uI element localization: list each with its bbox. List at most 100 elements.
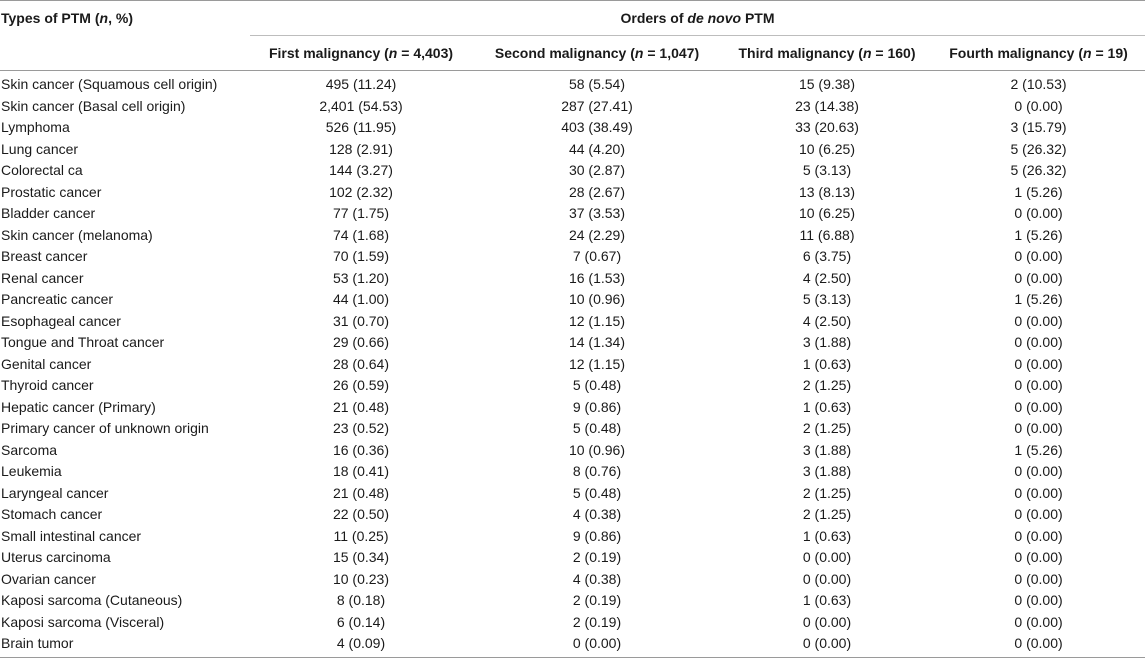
cell-value: 0 (0.00): [1014, 506, 1063, 522]
cell-value: 526 (11.95): [325, 119, 397, 135]
cell-value: 8 (0.76): [572, 463, 622, 479]
table-row: Ovarian cancer 10 (0.23) 4 (0.38) 0 (0.00) 0…: [0, 569, 1145, 591]
cell-value: 0 (0.00): [1014, 269, 1063, 286]
row-label: Sarcoma: [1, 441, 58, 458]
table-row: Kaposi sarcoma (Cutaneous) 8 (0.18) 2 (0.1…: [0, 590, 1145, 612]
cell-value: 77 (1.75): [332, 205, 390, 221]
row-label: Ovarian cancer: [1, 570, 96, 587]
cell-value: 8 (0.18): [336, 592, 386, 608]
cell-value: 33 (20.63): [795, 119, 859, 135]
cell-value: 31 (0.70): [332, 312, 390, 329]
cell-value: 403 (38.49): [561, 119, 633, 135]
cell-value: 5 (3.13): [802, 291, 852, 307]
cell-value: 15 (0.34): [332, 549, 390, 565]
row-label: Uterus carcinoma: [1, 549, 111, 565]
cell-value: 4 (0.09): [250, 633, 472, 658]
cell-value: 44 (1.00): [332, 291, 390, 307]
cell-value: 2 (0.19): [572, 592, 622, 608]
row-label: Breast cancer: [1, 248, 88, 264]
cell-value: 2 (1.25): [802, 506, 852, 522]
cell-value: 15 (9.38): [798, 76, 856, 92]
row-label: Lymphoma: [1, 119, 70, 135]
cell-value: 5 (0.48): [572, 377, 622, 393]
cell-value: 0 (0.00): [932, 633, 1145, 658]
cell-value: 30 (2.87): [568, 162, 626, 178]
cell-value: 3 (1.88): [802, 441, 852, 458]
cell-value: 287 (27.41): [561, 97, 633, 114]
cell-value: 0 (0.00): [1014, 527, 1063, 544]
cell-value: 11 (6.88): [799, 226, 855, 243]
cell-value: 0 (0.00): [1014, 420, 1063, 436]
table-row: Esophageal cancer 31 (0.70) 12 (1.15) 4 (2.…: [0, 311, 1145, 333]
cell-value: 1 (0.63): [802, 592, 852, 608]
row-label: Stomach cancer: [1, 506, 103, 522]
row-label: Hepatic cancer (Primary): [1, 398, 156, 415]
row-label: Kaposi sarcoma (Cutaneous): [1, 592, 183, 608]
row-label: Laryngeal cancer: [1, 484, 109, 501]
table-row: Renal cancer 53 (1.20) 16 (1.53) 4 (2.50) 0 …: [0, 268, 1145, 290]
cell-value: 1 (5.26): [1014, 441, 1063, 458]
cell-value: 0 (0.00): [1014, 484, 1063, 501]
table-row: Skin cancer (Basal cell origin) 2,401 (54…: [0, 96, 1145, 118]
cell-value: 18 (0.41): [332, 463, 390, 479]
cell-value: 12 (1.15): [568, 312, 626, 329]
cell-value: 22 (0.50): [332, 506, 390, 522]
cell-value: 1 (0.63): [802, 355, 852, 372]
table-row: Lung cancer 128 (2.91) 44 (4.20) 10 (6.25) 5…: [0, 139, 1145, 161]
table-row: Leukemia 18 (0.41) 8 (0.76) 3 (1.88) 0 (0.00…: [0, 461, 1145, 483]
cell-value: 6 (0.14): [336, 613, 386, 630]
row-label: Pancreatic cancer: [1, 291, 114, 307]
cell-value: 10 (6.25): [798, 205, 856, 221]
table-row: Lymphoma 526 (11.95) 403 (38.49) 33 (20.63)…: [0, 117, 1145, 139]
cell-value: 2 (10.53): [1010, 76, 1067, 92]
cell-value: 2 (1.25): [802, 420, 852, 436]
cell-value: 4 (2.50): [802, 269, 852, 286]
table-row: Hepatic cancer (Primary) 21 (0.48) 9 (0.86…: [0, 397, 1145, 419]
cell-value: 70 (1.59): [332, 248, 390, 264]
orders-header: Orders of de novo PTM: [250, 0, 1145, 36]
table-row: Genital cancer 28 (0.64) 12 (1.15) 1 (0.63)…: [0, 354, 1145, 376]
cell-value: 23 (0.52): [332, 420, 390, 436]
cell-value: 53 (1.20): [332, 269, 390, 286]
cell-value: 10 (0.96): [568, 441, 626, 458]
cell-value: 10 (0.96): [568, 291, 626, 307]
cell-value: 0 (0.00): [1014, 570, 1063, 587]
cell-value: 5 (0.48): [572, 484, 622, 501]
cell-value: 5 (26.32): [1010, 162, 1067, 178]
cell-value: 9 (0.86): [572, 398, 622, 415]
table-row: Colorectal ca 144 (3.27) 30 (2.87) 5 (3.13)…: [0, 160, 1145, 182]
cell-value: 2,401 (54.53): [319, 97, 403, 114]
cell-value: 21 (0.48): [332, 398, 390, 415]
cell-value: 0 (0.00): [1014, 549, 1063, 565]
cell-value: 3 (1.88): [802, 334, 852, 350]
cell-value: 11 (0.25): [333, 527, 389, 544]
row-label: Primary cancer of unknown origin: [1, 420, 209, 436]
table-row: Uterus carcinoma 15 (0.34) 2 (0.19) 0 (0.00…: [0, 547, 1145, 569]
cell-value: 3 (15.79): [1010, 119, 1067, 135]
cell-value: 28 (0.64): [332, 355, 390, 372]
types-header: Types of PTM (n, %): [0, 0, 250, 36]
row-label: Skin cancer (melanoma): [1, 226, 153, 243]
row-label: Kaposi sarcoma (Visceral): [1, 613, 165, 630]
cell-value: 5 (26.32): [1010, 140, 1067, 157]
cell-value: 24 (2.29): [568, 226, 626, 243]
cell-value: 144 (3.27): [329, 162, 393, 178]
cell-value: 0 (0.00): [472, 633, 722, 658]
cell-value: 12 (1.15): [568, 355, 626, 372]
table-row: Laryngeal cancer 21 (0.48) 5 (0.48) 2 (1.25…: [0, 483, 1145, 505]
table-row: Breast cancer 70 (1.59) 7 (0.67) 6 (3.75) 0 …: [0, 246, 1145, 268]
row-label: Prostatic cancer: [1, 183, 102, 200]
row-label: Bladder cancer: [1, 205, 96, 221]
row-label: Small intestinal cancer: [1, 527, 142, 544]
cell-value: 4 (2.50): [802, 312, 852, 329]
cell-value: 9 (0.86): [572, 527, 622, 544]
cell-value: 0 (0.00): [1014, 613, 1063, 630]
cell-value: 14 (1.34): [568, 334, 626, 350]
cell-value: 0 (0.00): [1014, 97, 1063, 114]
cell-value: 0 (0.00): [1014, 377, 1063, 393]
cell-value: 4 (0.38): [572, 570, 622, 587]
cell-value: 0 (0.00): [802, 613, 852, 630]
cell-value: 0 (0.00): [1014, 592, 1063, 608]
cell-value: 1 (0.63): [802, 398, 852, 415]
